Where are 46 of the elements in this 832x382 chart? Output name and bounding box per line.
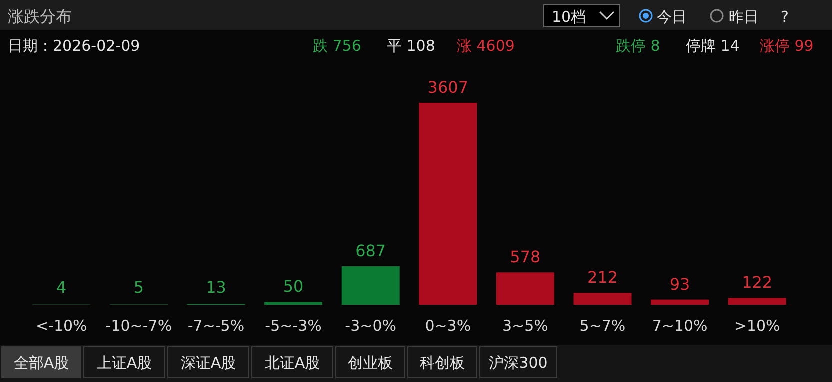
x-tick-label: -10~-7% — [106, 317, 172, 335]
bar — [574, 293, 632, 305]
text: 跌停 8 — [616, 37, 660, 55]
x-tick-label: <-10% — [36, 317, 88, 335]
text: ? — [781, 8, 789, 26]
data-label: 122 — [742, 273, 773, 292]
chart-title: 涨跌分布 — [8, 7, 72, 26]
x-tick-label: 3~5% — [502, 317, 548, 335]
text: 北证A股 — [264, 354, 320, 372]
data-label: 93 — [670, 274, 690, 294]
text: 科创板 — [420, 354, 465, 372]
data-label: 50 — [283, 277, 304, 296]
text: 全部A股 — [14, 354, 70, 372]
bar — [651, 300, 710, 305]
x-tick-label: 7~10% — [652, 317, 708, 335]
data-label: 687 — [356, 242, 386, 261]
bar — [496, 272, 554, 305]
text: 上证A股 — [96, 354, 152, 372]
text: 平 108 — [387, 37, 436, 55]
bar — [419, 103, 478, 305]
x-tick-label: -3~0% — [345, 317, 397, 335]
x-tick-label: 5~7% — [580, 317, 626, 335]
text: 创业板 — [348, 354, 393, 372]
text: 沪深300 — [489, 354, 548, 372]
data-label: 578 — [510, 248, 541, 267]
text: 涨停 99 — [760, 37, 814, 55]
x-tick-label: 0~3% — [425, 317, 472, 335]
text: 今日 — [657, 8, 687, 26]
text: 10档 — [552, 8, 586, 26]
x-tick-label: -7~-5% — [188, 317, 245, 335]
x-tick-label: -5~-3% — [265, 317, 322, 335]
data-label: 13 — [206, 278, 226, 297]
data-label: 5 — [134, 278, 144, 297]
bar — [264, 302, 323, 305]
text: 深证A股 — [180, 354, 236, 372]
text: 跌 756 — [313, 37, 362, 55]
text: 昨日 — [729, 8, 759, 26]
text: 涨 4609 — [457, 37, 515, 55]
text: 停牌 14 — [686, 37, 740, 55]
bar — [342, 266, 400, 305]
chart-subtitle: 日期：2026-02-09 — [8, 37, 140, 55]
data-label: 3607 — [428, 78, 469, 97]
bar — [728, 298, 786, 305]
data-label: 212 — [587, 268, 618, 288]
x-tick-label: >10% — [734, 317, 780, 335]
data-label: 4 — [56, 278, 67, 297]
